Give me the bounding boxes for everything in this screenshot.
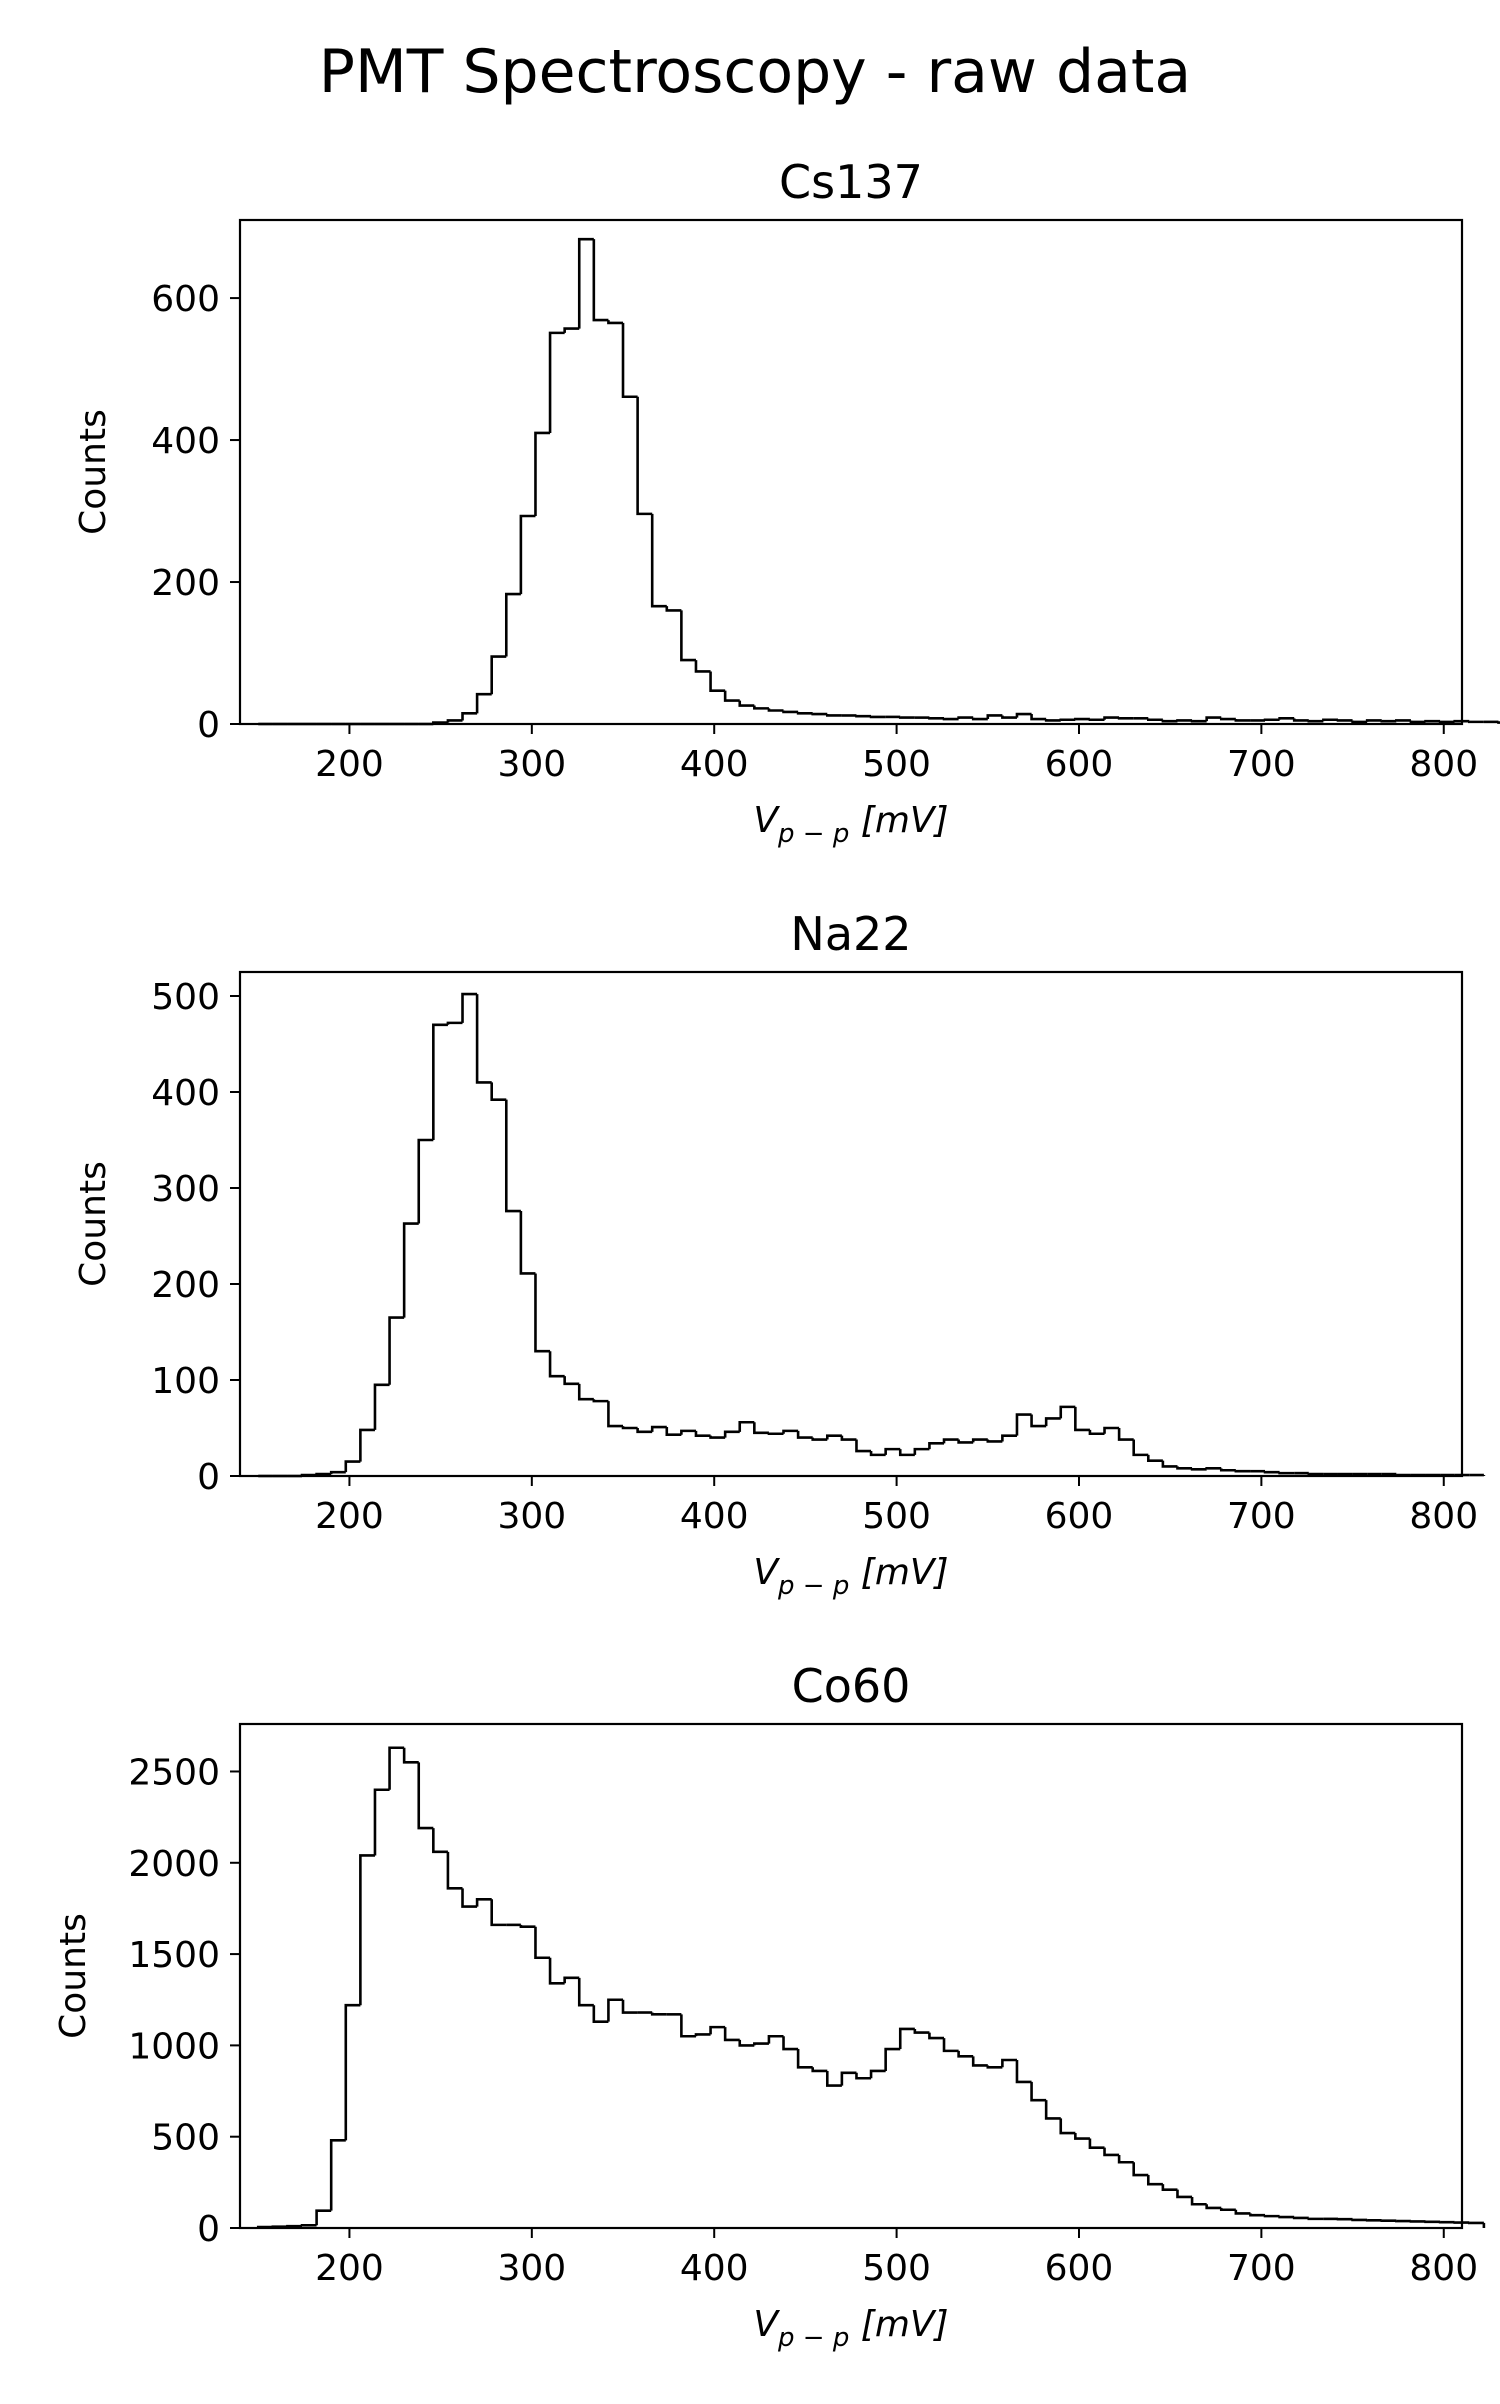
cs137-bin bbox=[827, 714, 842, 715]
cs137-bin bbox=[1090, 719, 1105, 720]
cs137-bin bbox=[813, 713, 828, 714]
cs137-ylabel: Counts bbox=[73, 409, 114, 535]
co60-ytick-label: 1000 bbox=[128, 2026, 220, 2067]
cs137-bin bbox=[1221, 718, 1236, 719]
co60-ytick-label: 500 bbox=[151, 2118, 220, 2159]
cs137-bin bbox=[1426, 721, 1441, 722]
cs137-xtick-label: 800 bbox=[1409, 744, 1478, 785]
cs137-bin bbox=[798, 712, 813, 713]
cs137-bin bbox=[784, 711, 799, 712]
cs137-bin bbox=[1367, 720, 1382, 721]
na22-ytick-label: 0 bbox=[197, 1457, 220, 1498]
co60-bin bbox=[1353, 2219, 1368, 2220]
cs137-bin bbox=[1440, 721, 1455, 722]
na22-ylabel: Counts bbox=[73, 1161, 114, 1287]
cs137-ytick-label: 0 bbox=[197, 705, 220, 746]
cs137-xtick-label: 700 bbox=[1227, 744, 1296, 785]
cs137-bin bbox=[1396, 720, 1411, 721]
co60-ytick-label: 0 bbox=[197, 2209, 220, 2250]
figure-suptitle: PMT Spectroscopy - raw data bbox=[319, 37, 1191, 107]
cs137-bin bbox=[1236, 719, 1251, 720]
co60-xtick-label: 200 bbox=[315, 2248, 384, 2289]
co60-ylabel: Counts bbox=[53, 1913, 94, 2039]
cs137-bin bbox=[929, 718, 944, 719]
na22-ytick-label: 100 bbox=[151, 1361, 220, 1402]
na22-xtick-label: 200 bbox=[315, 1496, 384, 1537]
cs137-bin bbox=[1075, 719, 1090, 720]
cs137-bin bbox=[1411, 720, 1426, 721]
cs137-bin bbox=[944, 718, 959, 719]
co60-bin bbox=[302, 2225, 317, 2226]
cs137-bin bbox=[1265, 720, 1280, 721]
cs137-bin bbox=[871, 716, 886, 717]
cs137-bin bbox=[1061, 720, 1076, 721]
na22-bin bbox=[1396, 1474, 1411, 1475]
cs137-bin bbox=[1192, 720, 1207, 721]
na22-bin bbox=[1280, 1472, 1295, 1473]
cs137-bin bbox=[973, 718, 988, 719]
co60-ytick-label: 2000 bbox=[128, 1844, 220, 1885]
na22-xtick-label: 600 bbox=[1045, 1496, 1114, 1537]
cs137-bin bbox=[900, 717, 915, 718]
cs137-bin bbox=[1119, 718, 1134, 719]
co60-bin bbox=[1309, 2218, 1324, 2219]
na22-bin bbox=[1192, 1468, 1207, 1469]
cs137-xtick-label: 600 bbox=[1045, 744, 1114, 785]
cs137-bin bbox=[1148, 718, 1163, 719]
co60-xtick-label: 800 bbox=[1409, 2248, 1478, 2289]
na22-ytick-label: 400 bbox=[151, 1073, 220, 1114]
cs137-bin bbox=[856, 715, 871, 716]
co60-ytick-label: 1500 bbox=[128, 1935, 220, 1976]
cs137-bin bbox=[1338, 720, 1353, 721]
na22-ytick-label: 300 bbox=[151, 1169, 220, 1210]
na22-bin bbox=[769, 1433, 784, 1434]
cs137-bin bbox=[1469, 721, 1484, 722]
na22-title: Na22 bbox=[790, 907, 911, 961]
co60-bin bbox=[1265, 2215, 1280, 2216]
na22-bin bbox=[317, 1474, 332, 1475]
na22-xtick-label: 400 bbox=[680, 1496, 749, 1537]
na22-bin bbox=[1309, 1473, 1324, 1474]
cs137-bin bbox=[1309, 720, 1324, 721]
na22-xtick-label: 500 bbox=[862, 1496, 931, 1537]
cs137-xtick-label: 200 bbox=[315, 744, 384, 785]
cs137-bin bbox=[1280, 718, 1295, 719]
co60-xtick-label: 500 bbox=[862, 2248, 931, 2289]
na22-bin bbox=[1236, 1470, 1251, 1471]
cs137-bin bbox=[1323, 720, 1338, 721]
na22-xtick-label: 300 bbox=[497, 1496, 566, 1537]
cs137-ytick-label: 600 bbox=[151, 279, 220, 320]
co60-bin bbox=[287, 2226, 302, 2227]
cs137-bin bbox=[959, 718, 974, 719]
cs137-xtick-label: 400 bbox=[680, 744, 749, 785]
cs137-ytick-label: 400 bbox=[151, 421, 220, 462]
co60-xtick-label: 300 bbox=[497, 2248, 566, 2289]
cs137-ytick-label: 200 bbox=[151, 563, 220, 604]
co60-bin bbox=[1280, 2216, 1295, 2217]
cs137-title: Cs137 bbox=[779, 155, 923, 209]
cs137-bin bbox=[1046, 719, 1061, 720]
na22-bin bbox=[1207, 1468, 1222, 1469]
na22-xtick-label: 700 bbox=[1227, 1496, 1296, 1537]
na22-bin bbox=[1265, 1471, 1280, 1472]
co60-xtick-label: 400 bbox=[680, 2248, 749, 2289]
cs137-xtick-label: 300 bbox=[497, 744, 566, 785]
na22-xtick-label: 800 bbox=[1409, 1496, 1478, 1537]
cs137-bin bbox=[1382, 720, 1397, 721]
co60-bin bbox=[1294, 2217, 1309, 2218]
na22-ytick-label: 500 bbox=[151, 977, 220, 1018]
cs137-bin bbox=[1353, 720, 1368, 721]
cs137-bin bbox=[1163, 720, 1178, 721]
na22-ytick-label: 200 bbox=[151, 1265, 220, 1306]
co60-xtick-label: 700 bbox=[1227, 2248, 1296, 2289]
co60-title: Co60 bbox=[792, 1659, 911, 1713]
co60-ytick-label: 2500 bbox=[128, 1752, 220, 1793]
co60-xtick-label: 600 bbox=[1045, 2248, 1114, 2289]
cs137-bin bbox=[1177, 720, 1192, 721]
cs137-xtick-label: 500 bbox=[862, 744, 931, 785]
